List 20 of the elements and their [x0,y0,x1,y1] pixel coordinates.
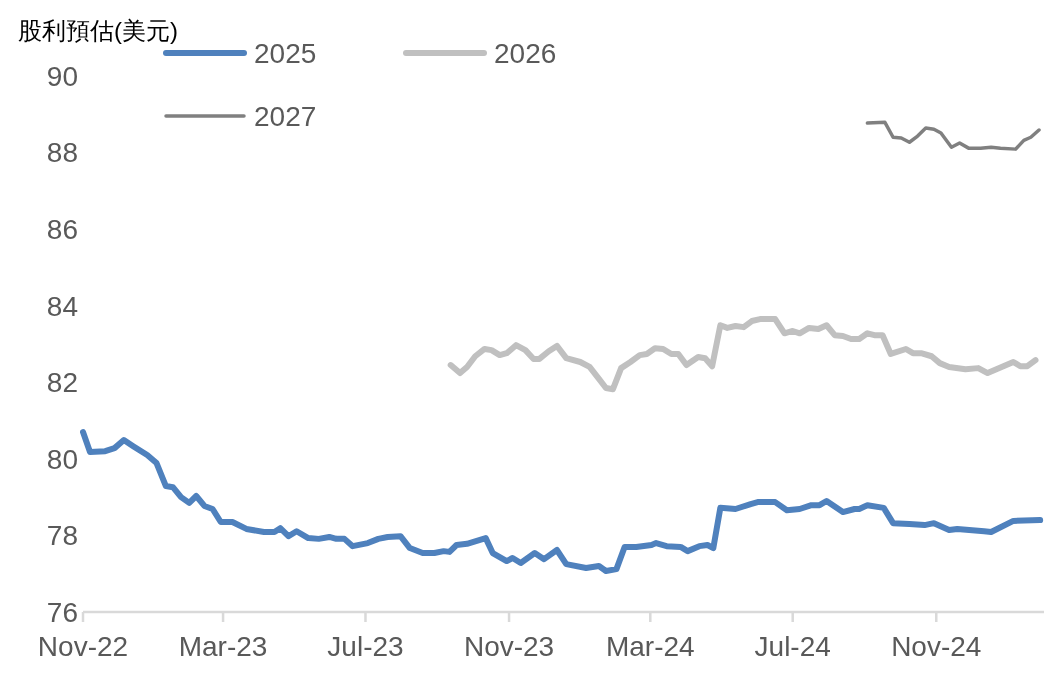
legend-label: 2026 [494,37,557,69]
x-tick-label: Nov-23 [463,631,555,662]
y-tick-label: 82 [46,367,78,399]
x-tick-label: Mar-24 [605,631,695,662]
line-series [865,120,1041,151]
x-tick-label: Nov-22 [37,631,129,662]
y-tick-label: 86 [46,213,78,245]
y-tick-label: 84 [46,290,78,322]
legend-label: 2027 [254,100,317,132]
y-tick-label: 78 [46,520,78,552]
legend-label: 2025 [254,37,317,69]
x-tick-label: Mar-23 [178,631,268,662]
x-tick-label: Jul-24 [754,631,831,662]
y-tick-label: 88 [46,137,78,169]
y-axis-title: 股利預估(美元) [18,17,178,44]
y-tick-label: 80 [46,443,78,475]
x-tick-label: Nov-24 [891,631,982,662]
y-tick-label: 90 [46,60,78,92]
x-tick-label: Jul-23 [327,631,404,662]
y-tick-label: 76 [46,596,78,628]
